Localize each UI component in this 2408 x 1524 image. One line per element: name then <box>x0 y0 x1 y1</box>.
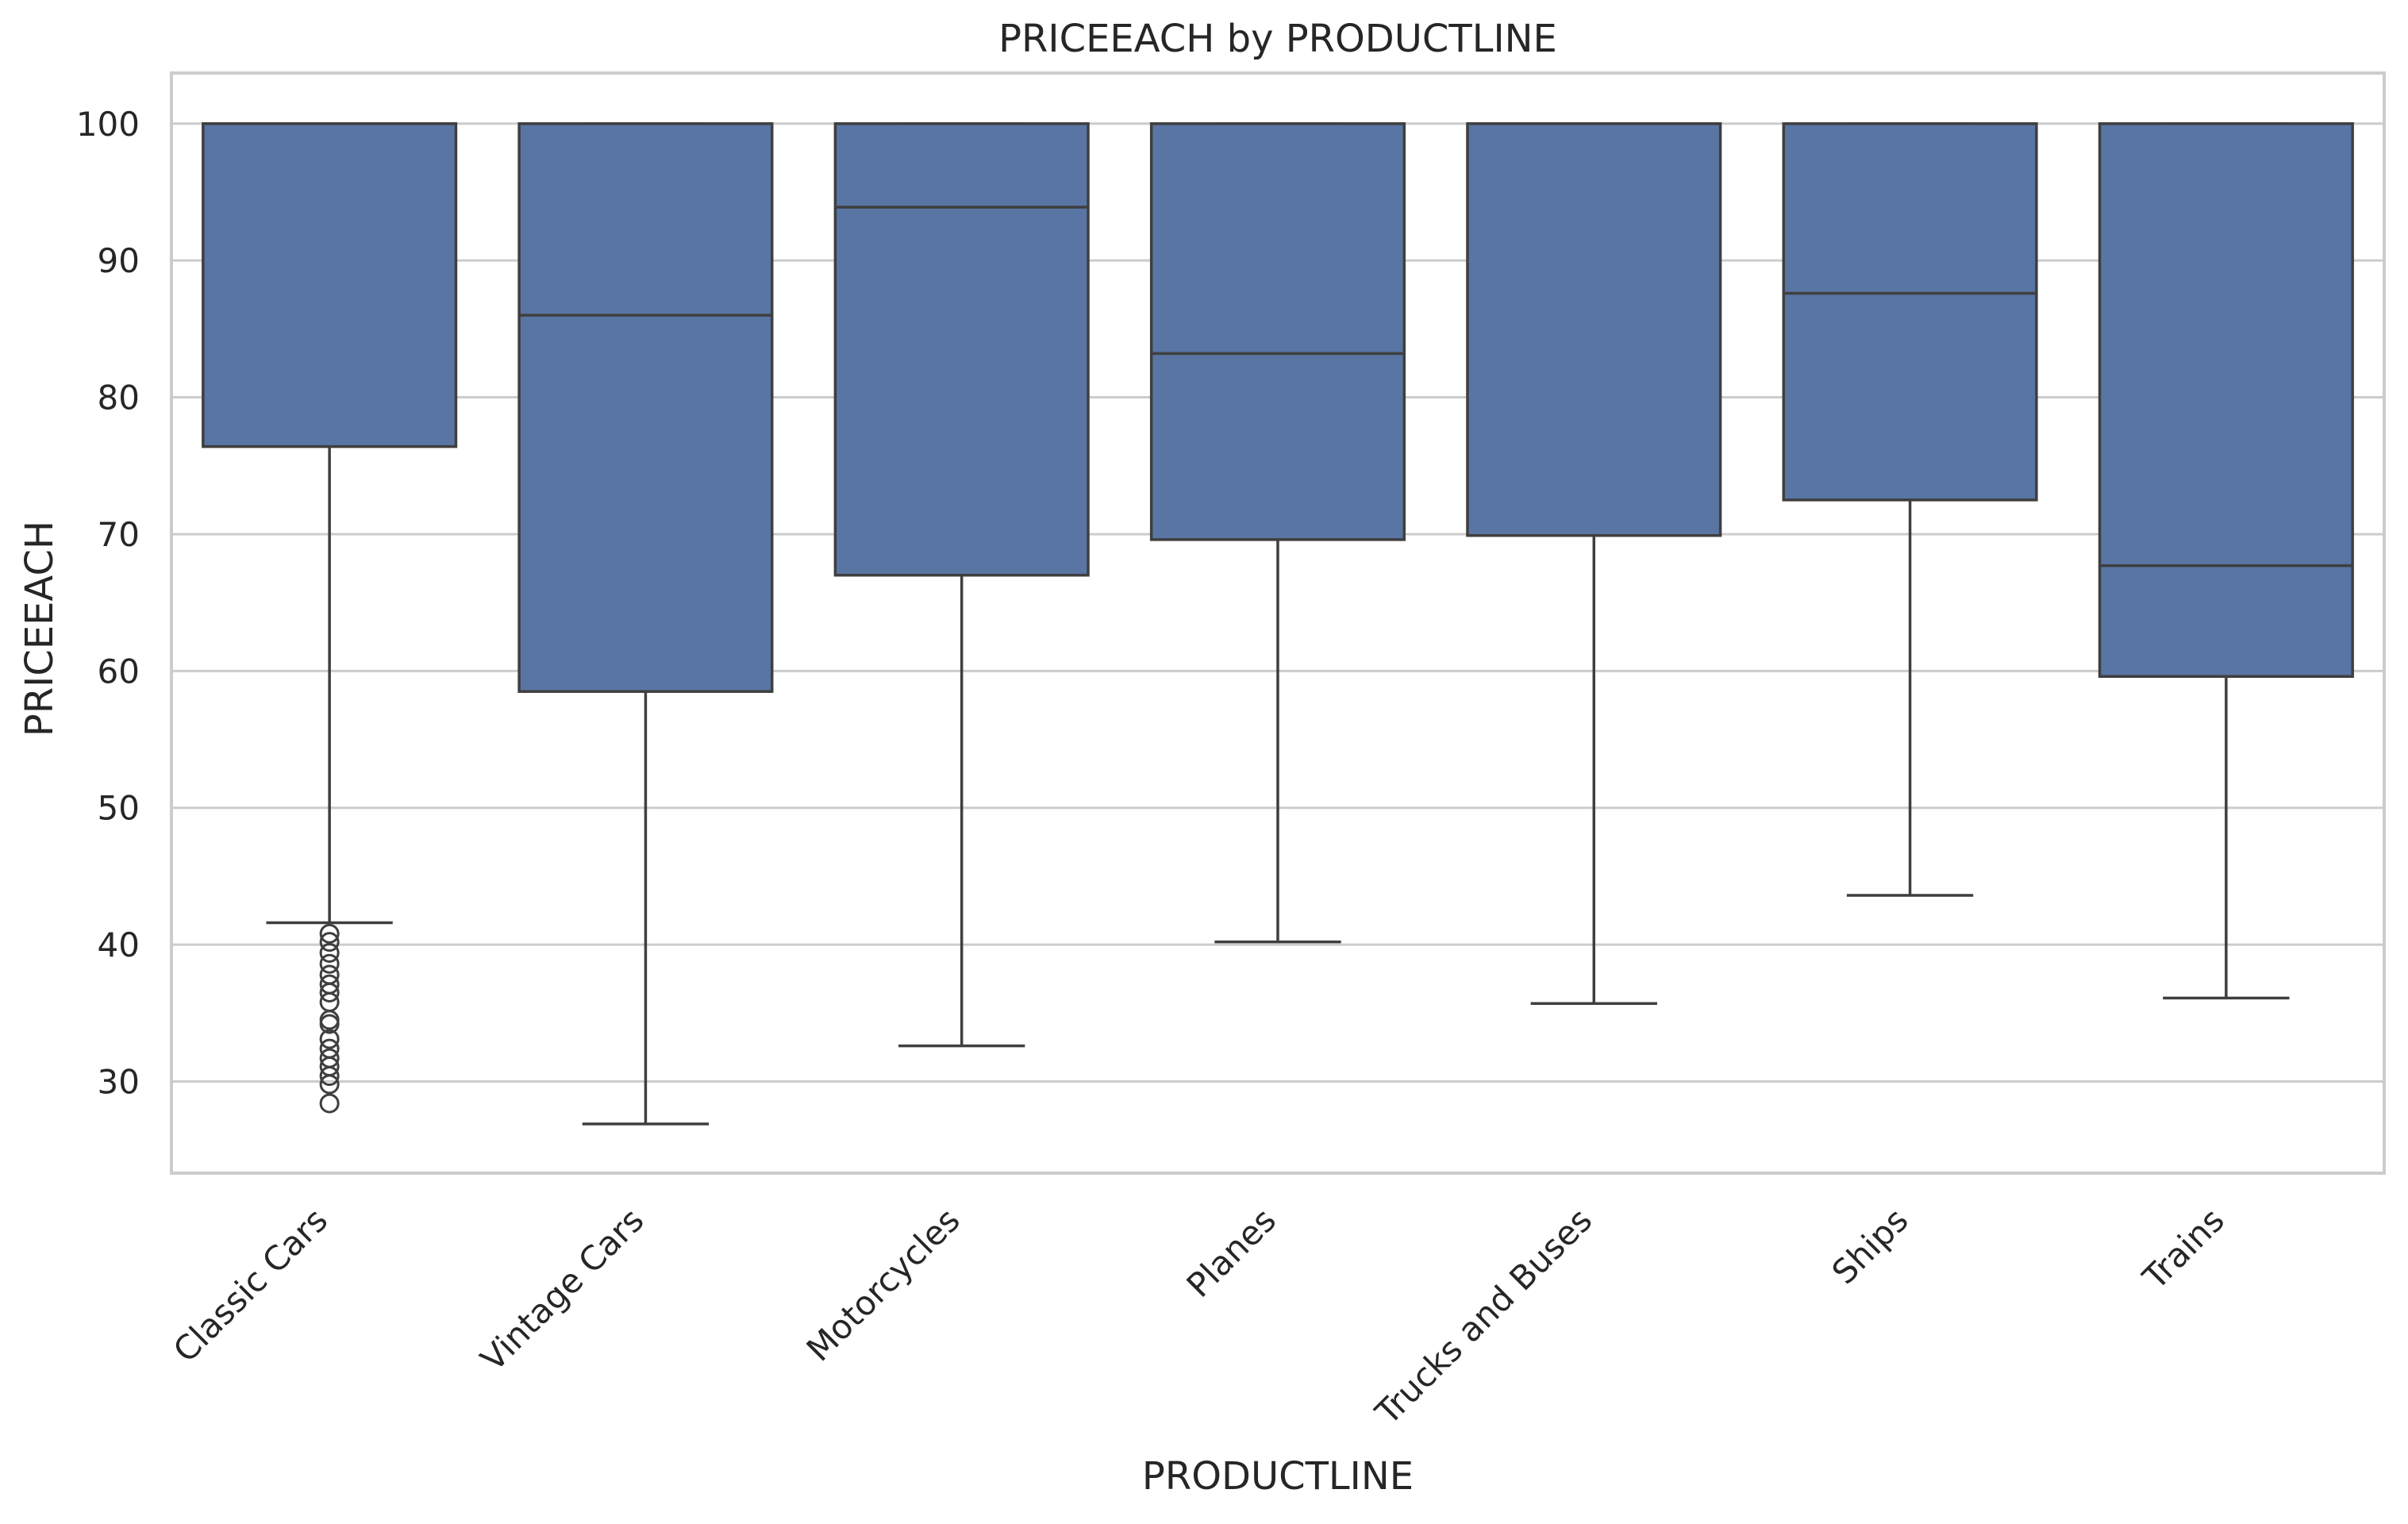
y-axis-title: PRICEEACH <box>17 521 62 737</box>
x-tick-label: Motorcycles <box>799 1200 967 1368</box>
box-iqr <box>202 122 458 448</box>
y-tick-label: 70 <box>98 515 140 554</box>
box-iqr <box>1782 122 2038 502</box>
box-group <box>202 122 458 1114</box>
box-iqr <box>833 122 1090 577</box>
y-tick-labels: 30 40 50 60 70 80 90 100 <box>76 105 140 1102</box>
outlier-point <box>319 923 340 944</box>
outlier-point <box>319 1010 340 1030</box>
plot-frame <box>170 71 2386 1175</box>
box-group <box>1149 122 1406 944</box>
outlier-point <box>319 1029 340 1049</box>
box-group <box>1782 122 2038 897</box>
y-tick-label: 60 <box>98 652 140 691</box>
outlier-point <box>319 1093 340 1114</box>
chart-title: PRICEEACH by PRODUCTLINE <box>998 17 1557 61</box>
y-tick-label: 90 <box>98 241 140 280</box>
box-iqr <box>1466 122 1722 537</box>
outlier-point <box>319 953 340 974</box>
y-tick-label: 80 <box>98 379 140 418</box>
outlier-point <box>319 932 340 952</box>
y-tick-label: 100 <box>76 105 140 144</box>
y-tick-label: 30 <box>98 1063 140 1102</box>
x-tick-label: Vintage Cars <box>473 1200 651 1378</box>
outlier-point <box>319 982 340 1003</box>
x-tick-label: Classic Cars <box>166 1200 335 1369</box>
box-layer <box>202 122 2354 1126</box>
x-axis-title: PRODUCTLINE <box>1142 1454 1414 1499</box>
x-tick-label: Trains <box>2135 1200 2232 1297</box>
box-group <box>833 122 1090 1048</box>
x-tick-labels: Classic Cars Vintage Cars Motorcycles Plane… <box>166 1200 2232 1432</box>
outlier-point <box>319 1014 340 1034</box>
outlier-point <box>319 1074 340 1095</box>
outlier-point <box>319 1066 340 1087</box>
x-tick-label: Ships <box>1825 1200 1916 1291</box>
outlier-point <box>319 942 340 963</box>
x-tick-label: Trucks and Buses <box>1367 1200 1599 1432</box>
y-tick-label: 50 <box>98 789 140 828</box>
box-group <box>1466 122 1722 1005</box>
box-iqr <box>2098 122 2354 678</box>
box-iqr <box>517 122 774 693</box>
box-group <box>517 122 774 1126</box>
y-tick-label: 40 <box>98 926 140 964</box>
x-tick-label: Planes <box>1179 1200 1283 1305</box>
box-group <box>2098 122 2354 1000</box>
box-iqr <box>1149 122 1406 541</box>
